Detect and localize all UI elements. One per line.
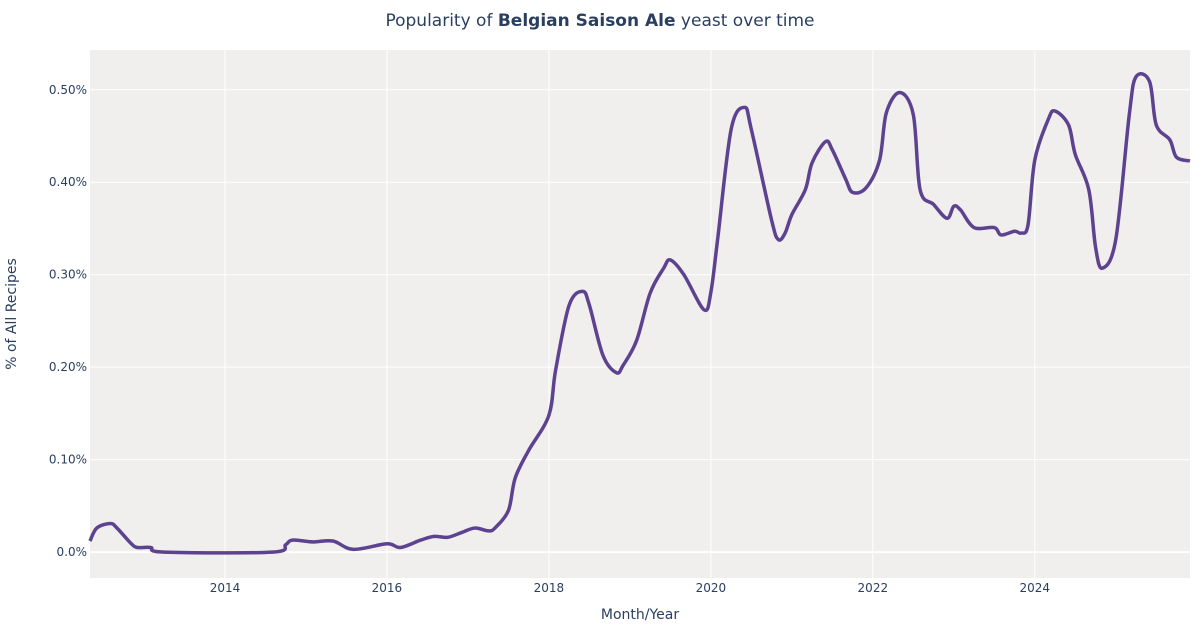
y-axis-label: % of All Recipes xyxy=(4,258,20,370)
y-tick-label: 0.20% xyxy=(49,360,87,374)
x-tick-label: 2018 xyxy=(534,581,565,595)
x-tick-label: 2014 xyxy=(210,581,241,595)
plot-area xyxy=(90,50,1190,578)
y-tick-label: 0.50% xyxy=(49,83,87,97)
title-bold: Belgian Saison Ale xyxy=(498,11,676,31)
y-tick-label: 0.10% xyxy=(49,453,87,467)
y-tick-label: 0.40% xyxy=(49,175,87,189)
ticks: 2014 2016 2018 2020 2022 2024 0.0% 0.10% 0.20% 0.… xyxy=(49,83,1050,595)
series-line xyxy=(88,72,1191,555)
title-suffix: yeast over time xyxy=(676,11,815,31)
chart-title: Popularity of Belgian Saison Ale yeast o… xyxy=(385,11,814,31)
x-tick-label: 2020 xyxy=(696,581,727,595)
x-tick-label: 2024 xyxy=(1020,581,1051,595)
x-tick-label: 2016 xyxy=(372,581,403,595)
y-tick-label: 0.0% xyxy=(57,545,88,559)
title-prefix: Popularity of xyxy=(385,11,497,31)
x-axis-label: Month/Year xyxy=(601,607,679,623)
y-tick-label: 0.30% xyxy=(49,268,87,282)
x-tick-label: 2022 xyxy=(858,581,889,595)
